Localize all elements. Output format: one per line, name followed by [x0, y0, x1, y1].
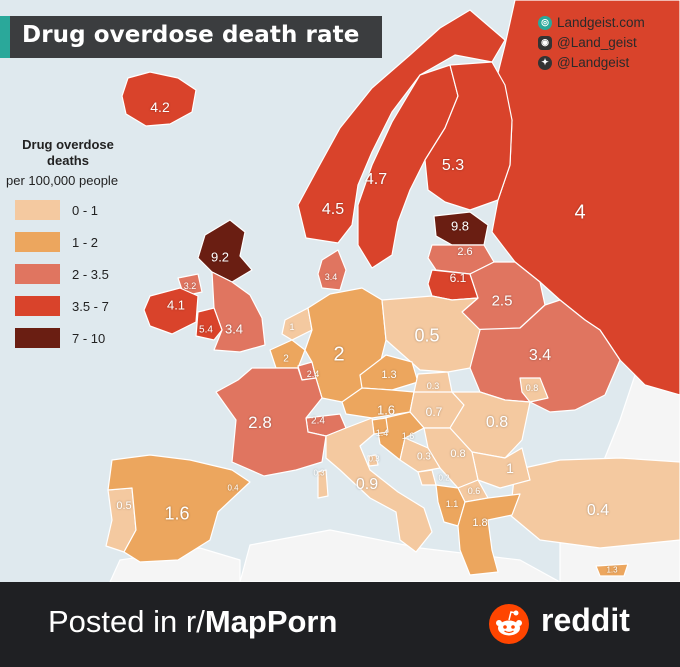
legend-title: Drug overdose deaths — [22, 137, 114, 168]
title-banner: Drug overdose death rate — [0, 16, 382, 58]
value-label-portugal: 0.5 — [116, 500, 132, 512]
reddit-alien-icon — [489, 604, 529, 644]
page-title: Drug overdose death rate — [22, 22, 360, 48]
value-label-france: 2.8 — [248, 413, 272, 432]
region-wales — [195, 307, 223, 341]
value-label-slovenia: 1.4 — [375, 428, 389, 438]
legend-label-0-1: 0 - 1 — [72, 203, 99, 218]
legend-subtitle: per 100,000 people — [6, 173, 119, 188]
legend-label-1-2: 1 - 2 — [72, 235, 99, 250]
region-iceland — [121, 71, 197, 127]
region-denmark — [317, 249, 347, 291]
value-label-spain: 1.6 — [164, 503, 190, 524]
value-label-slovakia: 0.3 — [426, 381, 440, 391]
value-label-russia: 4 — [574, 201, 586, 224]
region-ireland — [143, 287, 199, 335]
value-label-poland: 0.5 — [414, 325, 440, 346]
legend-label-3-5-7: 3.5 - 7 — [72, 299, 109, 314]
value-label-austria: 1.6 — [376, 402, 396, 418]
region-san-marino — [367, 454, 379, 467]
value-label-montenegro: 0.2 — [438, 473, 450, 483]
value-label-estonia: 9.8 — [450, 218, 470, 234]
region-poland — [381, 295, 481, 373]
instagram-handle[interactable]: @Land_geist — [557, 35, 637, 50]
region-cyprus — [595, 563, 629, 577]
twitter-handle[interactable]: @Landgeist — [557, 55, 630, 70]
landgeist-globe-icon: ◎ — [538, 15, 552, 30]
twitter-icon: ✦ — [538, 55, 552, 70]
europe-map — [105, 0, 680, 582]
value-label-iceland: 4.2 — [150, 99, 170, 115]
legend-swatch-1-2 — [15, 232, 60, 252]
value-label-switzerland: 2.4 — [311, 415, 325, 427]
value-label-cyprus: 1.3 — [606, 565, 618, 575]
region-moldova — [519, 377, 549, 403]
value-label-luxembourg: 2.4 — [306, 369, 320, 379]
value-label-belarus: 2.5 — [491, 292, 513, 310]
value-label-croatia: 1.6 — [401, 431, 415, 441]
posted-prefix: Posted in r/ — [48, 604, 205, 639]
value-label-greece: 1.8 — [472, 517, 488, 529]
value-label-sweden: 4.7 — [364, 171, 388, 188]
reddit-footer: Posted in r/MapPorn reddit — [0, 582, 680, 667]
region-montenegro — [417, 469, 437, 486]
value-label-san-marino: 0.3 — [368, 454, 380, 464]
legend-label-7-10: 7 - 10 — [72, 331, 106, 346]
legend-swatch-3-5-7 — [15, 296, 60, 316]
website-link[interactable]: Landgeist.com — [557, 15, 645, 30]
value-label-north-macedonia: 0.6 — [467, 486, 481, 496]
posted-in-text[interactable]: Posted in r/MapPorn — [48, 604, 337, 640]
value-label-scotland: 9.2 — [210, 249, 230, 265]
value-label-ukraine: 3.4 — [528, 347, 552, 364]
value-label-latvia: 2.6 — [457, 246, 473, 258]
region-spain — [107, 454, 251, 563]
region-corsica — [317, 469, 329, 499]
value-label-moldova: 0.8 — [525, 383, 539, 393]
legend-label-2-3-5: 2 - 3.5 — [72, 267, 109, 282]
value-label-northern-ireland: 3.2 — [183, 281, 197, 291]
social-website[interactable]: ◎ Landgeist.com — [538, 15, 645, 30]
value-label-netherlands: 1 — [289, 322, 295, 332]
region-greece — [457, 493, 521, 576]
map-area: 4.2 4.5 4.7 5.3 4 9.8 2.6 6.1 2.5 3.4 0.8 9.2 3.2 4.1… — [0, 0, 680, 582]
instagram-icon: ◉ — [538, 35, 552, 50]
region-finland — [424, 61, 513, 211]
value-label-finland: 5.3 — [441, 157, 465, 174]
legend-swatch-7-10 — [15, 328, 60, 348]
reddit-wordmark: reddit — [541, 602, 630, 638]
value-label-england: 3.4 — [224, 321, 244, 337]
value-label-italy: 0.9 — [355, 476, 379, 493]
region-scotland — [197, 219, 253, 283]
social-twitter[interactable]: ✦ @Landgeist — [538, 55, 629, 70]
legend-swatch-0-1 — [15, 200, 60, 220]
region-italy — [325, 417, 433, 553]
region-norway — [297, 9, 506, 244]
value-label-norway: 4.5 — [321, 201, 345, 218]
value-label-ireland: 4.1 — [166, 297, 186, 313]
region-england — [211, 271, 266, 353]
region-turkey — [509, 457, 680, 549]
region-belgium — [269, 339, 306, 369]
legend-swatch-2-3-5 — [15, 264, 60, 284]
value-label-bosnia-and-herzegovina: 0.3 — [417, 451, 431, 463]
value-label-germany: 2 — [333, 343, 345, 366]
value-label-romania: 0.8 — [485, 414, 509, 431]
value-label-lithuania: 6.1 — [449, 271, 467, 285]
value-label-czechia: 1.3 — [381, 369, 397, 381]
region-netherlands — [281, 307, 313, 341]
value-label-hungary: 0.7 — [425, 405, 443, 419]
region-romania — [449, 391, 531, 459]
value-label-belgium: 2 — [283, 353, 289, 365]
value-label-corsica: 0.3 — [313, 468, 325, 478]
value-label-turkey: 0.4 — [586, 502, 610, 519]
value-label-serbia: 0.8 — [450, 448, 466, 460]
value-label-denmark: 3.4 — [324, 272, 338, 282]
value-label-wales: 5.4 — [199, 324, 213, 336]
value-label-bulgaria: 1 — [506, 460, 514, 476]
subreddit-name: MapPorn — [204, 604, 338, 639]
value-label-andorra: 0.4 — [227, 483, 239, 493]
value-label-albania: 1.1 — [445, 499, 459, 509]
social-instagram[interactable]: ◉ @Land_geist — [538, 35, 637, 50]
